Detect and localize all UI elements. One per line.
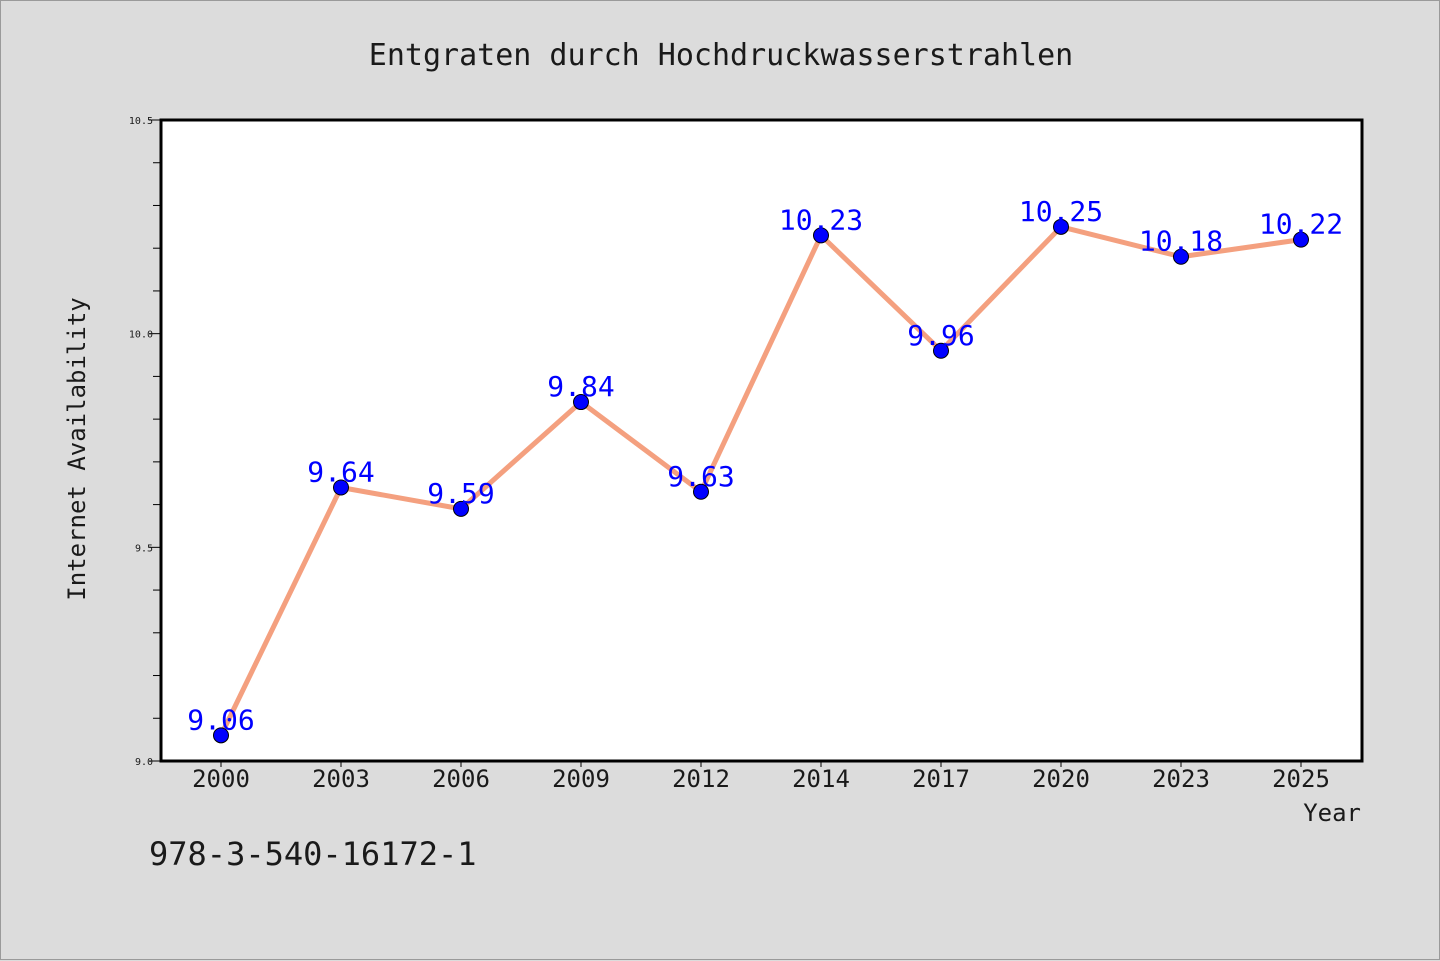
data-point [213,727,229,744]
x-tick-label: 2025 [1272,765,1330,793]
x-tick-label: 2000 [192,765,250,793]
x-axis-tick-labels: 2000 2003 2006 2009 2012 2014 2017 2020 2023 2025 [192,761,1330,793]
data-point [813,227,829,244]
data-point [1053,218,1069,235]
series-lines [218,224,1304,738]
x-tick-label: 2017 [912,765,970,793]
chart-title: Entgraten durch Hochdruckwasserstrahlen [369,38,1073,73]
y-tick-label: 9.0 [135,757,153,768]
y-axis-tick-labels: 9.0 9.5 10.0 10.5 [129,116,153,768]
data-label: 9.84 [547,370,614,403]
x-tick-label: 2003 [312,765,370,793]
data-label: 10.25 [1019,195,1103,228]
data-label: 9.64 [307,456,374,489]
data-label: 9.96 [907,319,974,352]
data-label: 10.18 [1139,225,1223,258]
x-tick-label: 2014 [792,765,850,793]
data-point [573,394,589,411]
y-tick-label: 9.5 [135,543,153,554]
series-markers [213,218,1309,744]
y-axis-ticks [149,119,161,762]
series-line [218,224,1304,738]
x-axis-label: Year [1303,799,1361,827]
data-label: 9.06 [187,703,254,736]
data-point [693,483,709,500]
plot-area [159,118,1364,763]
data-point [933,342,949,359]
data-point [333,479,349,496]
data-labels: 9.06 9.64 9.59 9.84 9.63 10.23 9.96 10.25 10.18 1… [187,195,1343,737]
y-tick-label: 10.5 [129,116,153,127]
y-tick-label: 10.0 [129,330,153,341]
x-tick-label: 2020 [1032,765,1090,793]
data-label: 10.23 [779,203,863,236]
x-tick-label: 2006 [432,765,490,793]
x-tick-label: 2023 [1152,765,1210,793]
data-point [1173,248,1189,265]
x-tick-label: 2012 [672,765,730,793]
data-label: 10.22 [1259,208,1343,241]
data-label: 9.63 [667,460,734,493]
y-axis-label: Internet Availability [63,297,91,600]
data-label: 9.59 [427,477,494,510]
data-point [453,500,469,517]
data-point [1293,231,1309,248]
x-tick-label: 2009 [552,765,610,793]
footer-isbn: 978-3-540-16172-1 [149,835,477,873]
